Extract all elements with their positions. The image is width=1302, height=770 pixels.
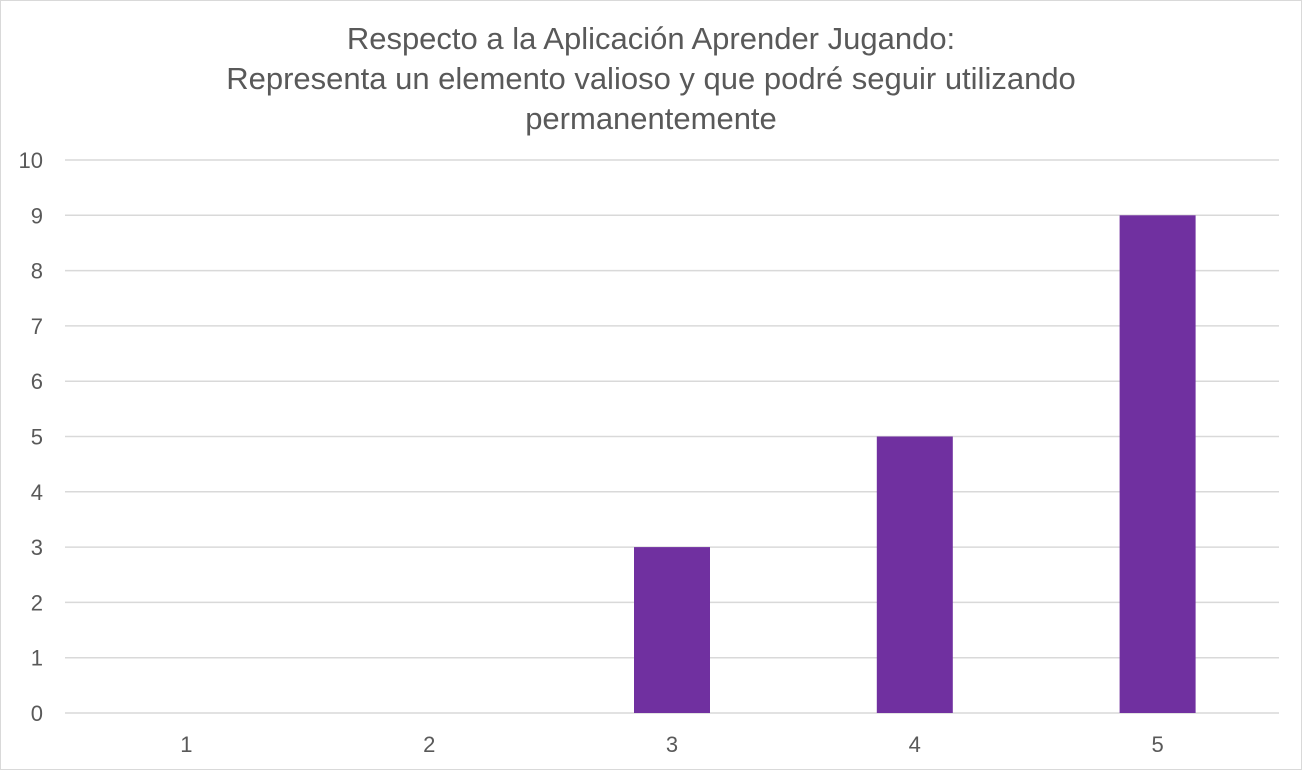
chart-title-line-2: Representa un elemento valioso y que pod… (226, 61, 1076, 96)
y-tick-label: 9 (31, 203, 43, 228)
y-tick-label: 0 (31, 701, 43, 726)
y-tick-label: 8 (31, 259, 43, 284)
bar-3 (634, 547, 710, 713)
chart-title: Respecto a la Aplicación Aprender Jugand… (1, 19, 1301, 139)
y-tick-label: 4 (31, 480, 43, 505)
y-tick-label: 2 (31, 590, 43, 615)
x-tick-label: 1 (180, 732, 192, 757)
bar-4 (876, 436, 953, 713)
y-tick-label: 1 (31, 646, 43, 671)
chart-title-line-1: Respecto a la Aplicación Aprender Jugand… (346, 21, 956, 56)
x-tick-label: 4 (909, 732, 921, 757)
x-tick-label: 5 (1151, 732, 1163, 757)
y-tick-label: 6 (31, 369, 43, 394)
x-tick-label: 2 (423, 732, 435, 757)
y-tick-label: 10 (19, 148, 43, 173)
bar-5 (1119, 215, 1196, 714)
chart-title-line-3: permanentemente (525, 101, 777, 136)
y-tick-label: 7 (31, 314, 43, 339)
x-tick-label: 3 (666, 732, 678, 757)
y-tick-label: 3 (31, 535, 43, 560)
y-tick-label: 5 (31, 425, 43, 450)
